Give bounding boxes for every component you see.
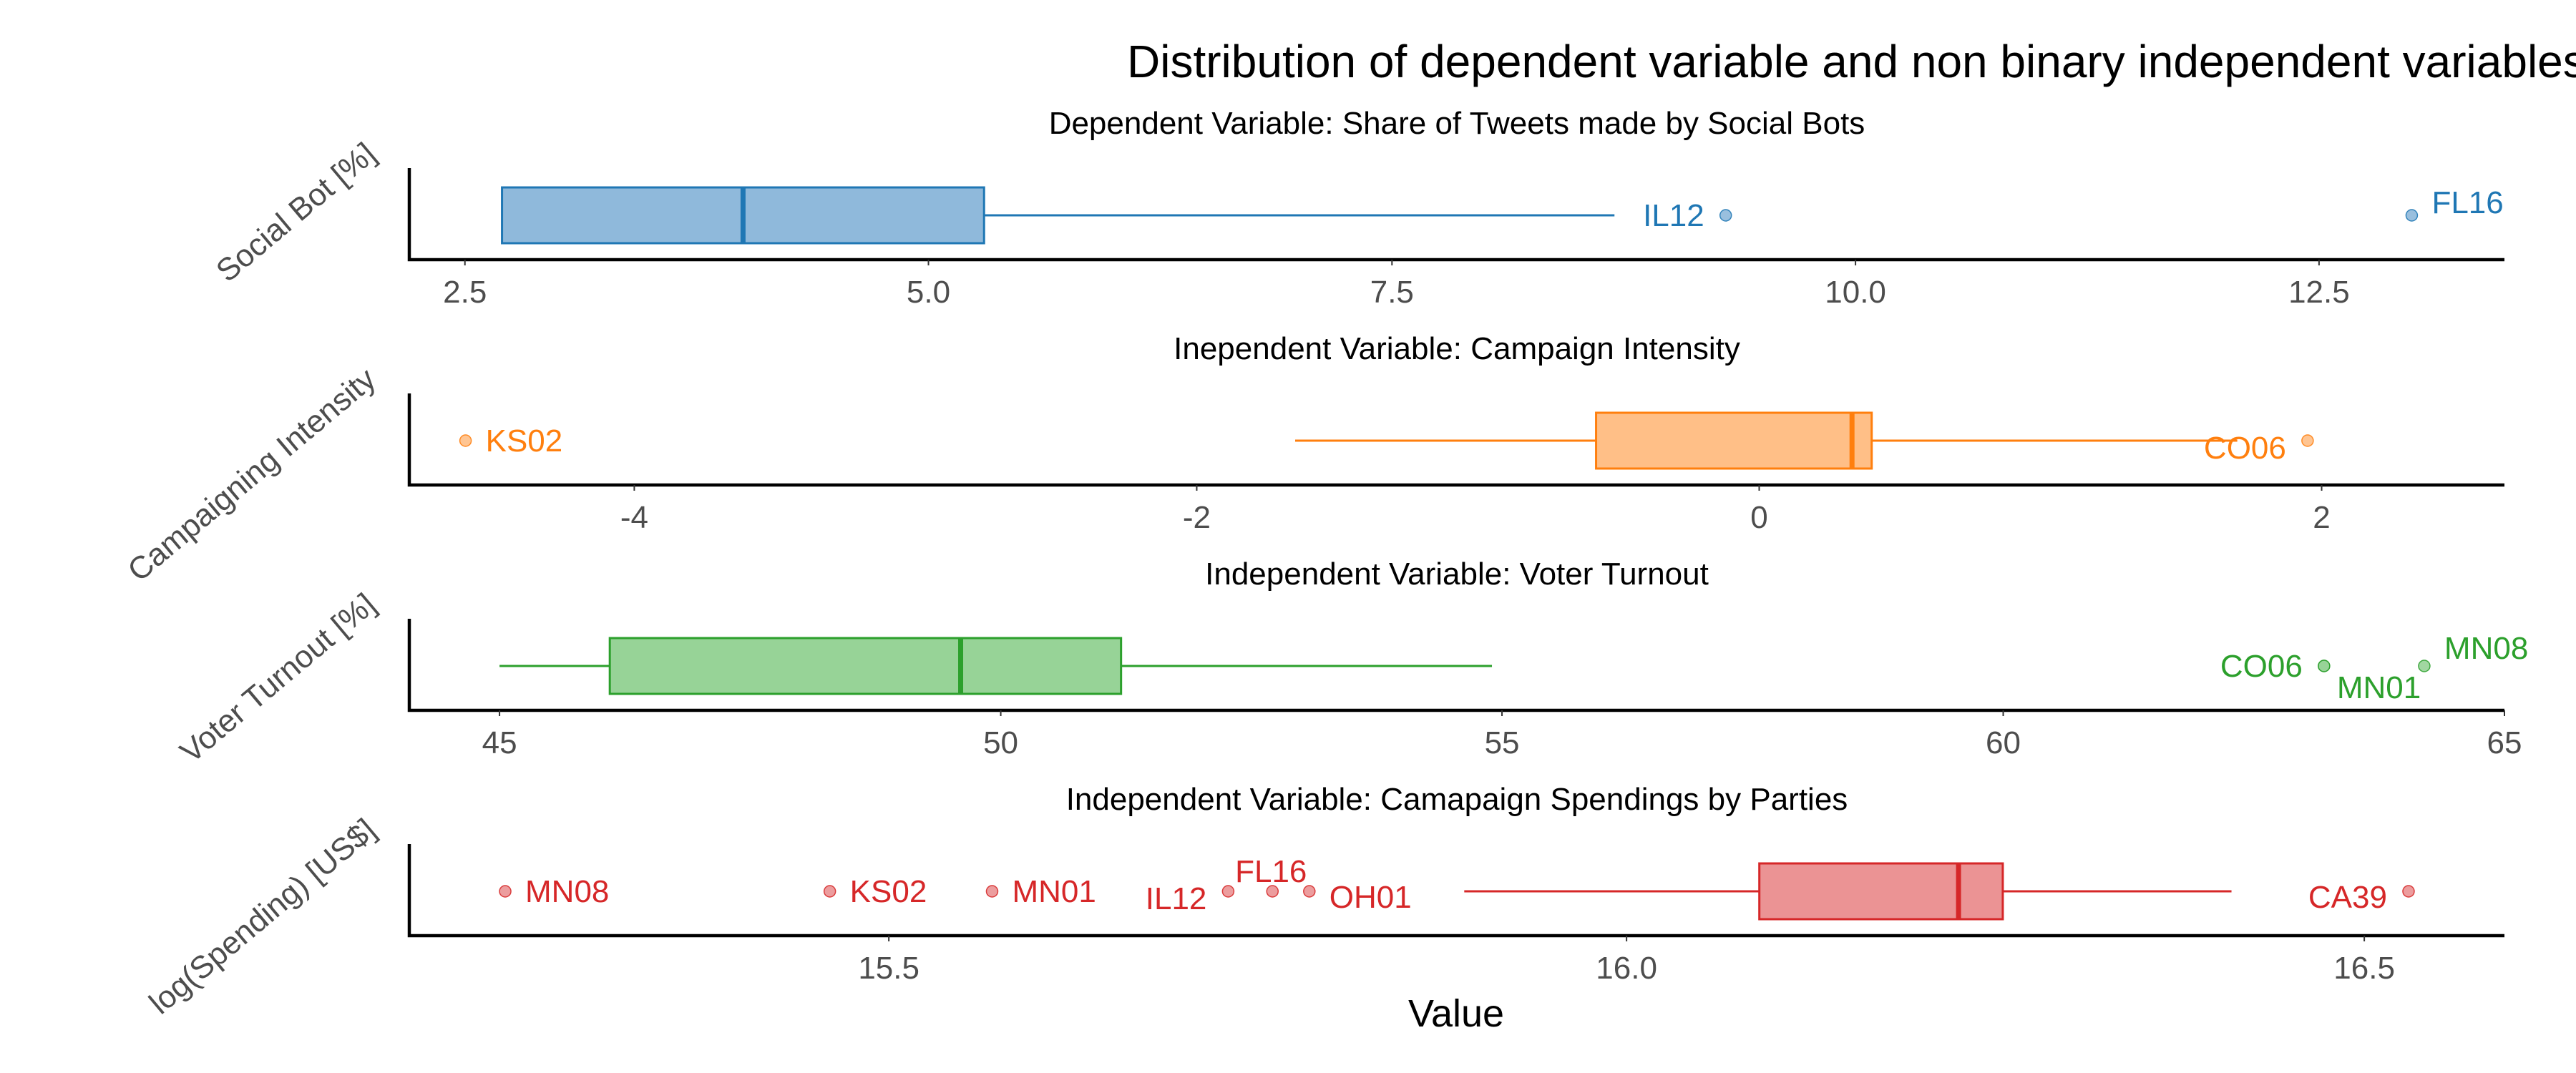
panel-subtitle: Inependent Variable: Campaign Intensity bbox=[1174, 331, 1740, 366]
outlier-label: CO06 bbox=[2220, 649, 2303, 684]
x-tick-label: 15.5 bbox=[858, 951, 919, 986]
panel-social-bot: Dependent Variable: Share of Tweets made… bbox=[210, 106, 2504, 310]
y-axis-label: Campaigning Intensity bbox=[121, 361, 382, 588]
outlier-point bbox=[1266, 885, 1279, 898]
x-tick-label: 2 bbox=[2313, 500, 2330, 535]
x-axis-label: Value bbox=[1408, 992, 1504, 1035]
axis-lines bbox=[407, 168, 2504, 262]
outlier-point bbox=[823, 885, 836, 898]
outlier-label: MN01 bbox=[1012, 874, 1096, 909]
x-tick-label: 5.0 bbox=[907, 275, 950, 310]
panel-voter-turnout: Independent Variable: Voter Turnout Voter… bbox=[174, 557, 2529, 770]
outlier-label: MN01 bbox=[2337, 670, 2421, 705]
x-tick-label: 16.5 bbox=[2333, 951, 2395, 986]
x-tick-label: 50 bbox=[983, 725, 1018, 760]
x-tick-label: 7.5 bbox=[1370, 275, 1414, 310]
outlier-label: IL12 bbox=[1643, 198, 1704, 233]
outlier-label: IL12 bbox=[1146, 881, 1207, 916]
axis-lines bbox=[407, 844, 2504, 938]
outlier-point bbox=[2405, 209, 2419, 222]
y-axis-label: Social Bot [%] bbox=[210, 136, 382, 289]
x-tick-label: 16.0 bbox=[1596, 951, 1657, 986]
x-tick-label: 2.5 bbox=[443, 275, 487, 310]
outlier-label: KS02 bbox=[486, 423, 563, 459]
panel-subtitle: Dependent Variable: Share of Tweets made… bbox=[1049, 106, 1865, 141]
outlier-label: FL16 bbox=[2431, 185, 2503, 220]
axis-lines bbox=[407, 393, 2504, 487]
outlier-point bbox=[1221, 885, 1235, 898]
x-tick-label: -2 bbox=[1183, 500, 1211, 535]
outlier-label: FL16 bbox=[1235, 854, 1307, 889]
panel-spending: Independent Variable: Camapaign Spending… bbox=[142, 782, 2504, 1021]
outlier-label: CA39 bbox=[2308, 880, 2387, 915]
axis-lines bbox=[407, 619, 2504, 712]
outlier-point bbox=[1303, 885, 1316, 898]
x-tick-label: 65 bbox=[2487, 725, 2522, 760]
y-axis-label: Voter Turnout [%] bbox=[174, 587, 383, 770]
outlier-label: CO06 bbox=[2204, 431, 2286, 466]
chart-title: Distribution of dependent variable and n… bbox=[1127, 36, 2576, 87]
iqr-box bbox=[1595, 411, 1873, 470]
x-tick-label: 12.5 bbox=[2288, 275, 2350, 310]
panel-subtitle: Independent Variable: Voter Turnout bbox=[1205, 557, 1709, 592]
iqr-box bbox=[608, 637, 1123, 695]
outlier-point bbox=[499, 885, 512, 898]
x-tick-label: 0 bbox=[1750, 500, 1767, 535]
x-tick-label: -4 bbox=[620, 500, 648, 535]
y-axis-label: log(Spending) [US$] bbox=[142, 812, 382, 1021]
panel-campaign-intensity: Inependent Variable: Campaign Intensity C… bbox=[121, 331, 2504, 589]
x-tick-label: 45 bbox=[482, 725, 517, 760]
outlier-point bbox=[459, 434, 472, 447]
x-tick-label: 55 bbox=[1485, 725, 1520, 760]
outlier-point bbox=[2301, 434, 2314, 447]
boxplot-panels: Dependent Variable: Share of Tweets made… bbox=[121, 106, 2528, 1021]
outlier-label: KS02 bbox=[850, 874, 927, 909]
outlier-point bbox=[2318, 660, 2331, 672]
x-tick-label: 60 bbox=[1986, 725, 2021, 760]
panel-subtitle: Independent Variable: Camapaign Spending… bbox=[1066, 782, 1848, 817]
iqr-box bbox=[1758, 862, 2004, 921]
outlier-point bbox=[2402, 885, 2415, 898]
outlier-point bbox=[1719, 209, 1732, 222]
outlier-label: OH01 bbox=[1330, 880, 1412, 915]
outlier-label: MN08 bbox=[525, 874, 609, 909]
outlier-label: MN08 bbox=[2444, 631, 2528, 666]
outlier-point bbox=[2418, 660, 2431, 672]
outlier-point bbox=[985, 885, 999, 898]
x-tick-label: 10.0 bbox=[1825, 275, 1886, 310]
